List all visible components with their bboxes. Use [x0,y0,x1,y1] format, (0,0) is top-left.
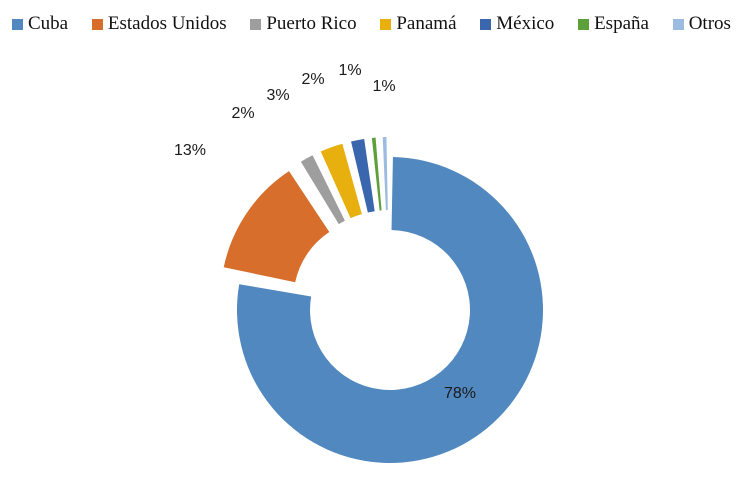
data-label-5: 1% [338,62,361,79]
legend-swatch [12,18,23,30]
donut-slice-1 [223,171,330,283]
legend-label: Puerto Rico [266,13,357,34]
data-label-3: 3% [266,87,289,104]
legend-item-puerto-rico: Puerto Rico [250,13,357,35]
data-label-6: 1% [372,78,395,95]
donut-data-labels: 78% 13% 2% 3% 2% 1% 1% [174,62,476,402]
donut-slice-2 [300,155,345,225]
legend-item-otros: Otros [672,13,731,35]
donut-slice-6 [382,137,388,211]
legend-label: México [496,13,555,34]
legend-swatch [672,18,684,30]
legend-swatch [380,18,392,30]
data-label-0: 78% [444,385,476,402]
chart-legend: Cuba Estados Unidos Puerto Rico Panamá M… [10,13,733,35]
donut-slices [223,137,543,463]
data-label-1: 13% [174,142,206,159]
legend-item-mexico: México [480,13,554,35]
donut-slice-5 [371,137,382,211]
legend-item-panama: Panamá [380,13,457,35]
legend-swatch [578,18,590,30]
data-label-2: 2% [231,105,254,122]
legend-label: Otros [688,13,731,34]
legend-swatch [91,18,103,30]
legend-item-espana: España [578,13,649,35]
legend-item-cuba: Cuba [12,13,68,35]
legend-swatch [250,18,262,30]
data-label-4: 2% [301,71,324,88]
legend-label: Cuba [28,13,69,34]
legend-item-estados-unidos: Estados Unidos [91,13,227,35]
legend-swatch [480,18,492,30]
legend-label: Panamá [396,13,457,34]
donut-slice-3 [320,143,362,219]
legend-label: Estados Unidos [107,13,227,34]
legend-label: España [594,13,649,34]
donut-slice-0 [237,157,543,463]
donut-slice-4 [351,138,375,213]
